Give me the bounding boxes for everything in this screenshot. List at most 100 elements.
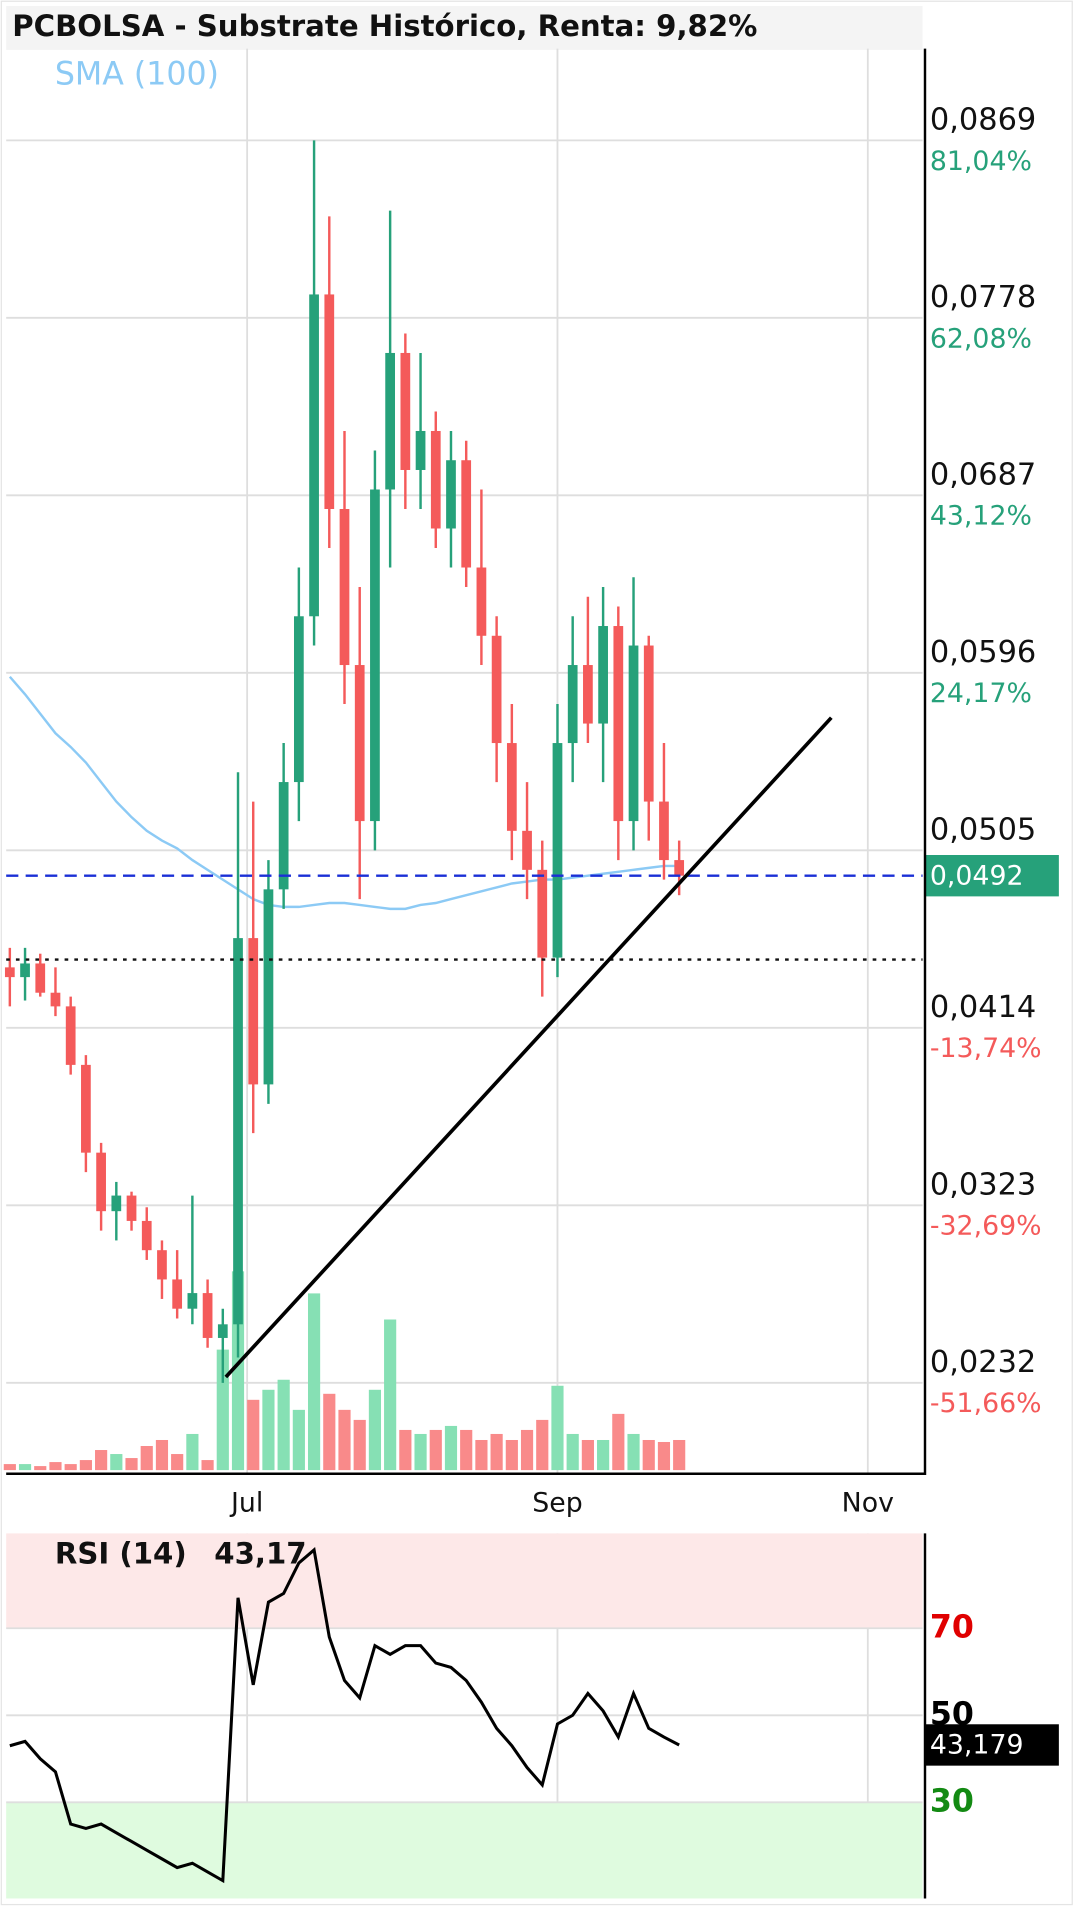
volume-bar xyxy=(429,1429,442,1471)
y-tick-label: 0,0232 xyxy=(930,1345,1036,1380)
y-tick-label: 0,0778 xyxy=(930,280,1036,315)
oversold-zone xyxy=(6,1802,923,1899)
candle-body xyxy=(20,963,30,978)
volume-bar xyxy=(505,1439,518,1471)
volume-bar xyxy=(34,1466,47,1471)
y-tick-label: 30 xyxy=(930,1783,974,1819)
candle-body xyxy=(552,743,563,958)
volume-bar xyxy=(399,1429,412,1471)
volume-bar xyxy=(673,1439,686,1471)
change-label: -13,74% xyxy=(930,1033,1042,1064)
candle-body xyxy=(370,489,380,822)
candle-body xyxy=(491,635,502,744)
y-tick-label: 70 xyxy=(930,1609,974,1645)
volume-bar xyxy=(201,1460,214,1471)
trendline xyxy=(224,716,833,1379)
volume-bar xyxy=(566,1433,579,1471)
y-tick-label: 0,0596 xyxy=(930,635,1036,670)
volume-bar xyxy=(307,1293,321,1471)
candle-body xyxy=(4,967,15,978)
rsi-line xyxy=(9,1547,680,1884)
current-rsi-label: 43,179 xyxy=(930,1730,1024,1761)
candle-body xyxy=(430,430,441,529)
volume-bar xyxy=(18,1464,32,1471)
volume-bar xyxy=(155,1439,169,1471)
volume-bar xyxy=(64,1464,77,1471)
candle-body xyxy=(522,830,532,870)
y-tick-label: 0,0869 xyxy=(930,102,1036,137)
title-bg xyxy=(6,6,923,50)
candle-body xyxy=(217,1324,228,1338)
change-label: 24,17% xyxy=(930,678,1032,709)
candle-body xyxy=(293,616,304,783)
volume-bar xyxy=(247,1399,260,1471)
candle-body xyxy=(598,626,608,724)
x-tick-label: Sep xyxy=(532,1488,582,1519)
volume-bar xyxy=(140,1446,153,1471)
candle-body xyxy=(400,352,411,470)
volume-bar xyxy=(368,1389,382,1471)
rsi-header-value: 43,17 xyxy=(214,1536,306,1570)
candle-body xyxy=(278,782,289,890)
candle-body xyxy=(65,1006,76,1065)
x-tick-label: Jul xyxy=(229,1488,263,1519)
candle-body xyxy=(506,743,517,831)
change-label: 62,08% xyxy=(930,323,1032,354)
volume-bar xyxy=(597,1439,610,1471)
candle-body xyxy=(187,1293,198,1309)
volume-bar xyxy=(490,1433,503,1471)
candle-body xyxy=(50,992,61,1007)
volume-bar xyxy=(110,1454,123,1471)
candle-body xyxy=(446,460,456,529)
volume-bar xyxy=(642,1439,655,1471)
candle-body xyxy=(233,938,243,1325)
candle-body xyxy=(354,665,365,822)
legend-entry: SMA (100) xyxy=(55,56,219,92)
candle-body xyxy=(157,1250,167,1280)
current-price-box xyxy=(924,855,1059,897)
candle-body xyxy=(583,665,593,724)
current-price-label: 0,0492 xyxy=(930,860,1024,891)
candle-body xyxy=(263,889,274,1085)
volume-bar xyxy=(414,1433,427,1471)
volume-bar xyxy=(95,1450,108,1471)
volume-bar xyxy=(536,1419,549,1471)
current-rsi-box xyxy=(924,1724,1059,1766)
volume-bar xyxy=(520,1429,534,1471)
volume-bar xyxy=(125,1458,138,1471)
candle-body xyxy=(643,645,654,802)
volume-bar xyxy=(323,1393,336,1471)
candle-body xyxy=(385,352,396,490)
volume-bar xyxy=(612,1413,625,1471)
volume-bar xyxy=(171,1454,184,1471)
candle-body xyxy=(111,1195,122,1212)
y-tick-label: 0,0414 xyxy=(930,990,1036,1025)
candle-body xyxy=(35,963,46,993)
rsi-title: RSI (14) xyxy=(55,1536,187,1570)
candle-body xyxy=(567,665,578,744)
volume-bar xyxy=(292,1409,305,1471)
candle-body xyxy=(309,294,319,617)
volume-bar xyxy=(627,1433,640,1471)
volume-bar xyxy=(657,1441,671,1471)
candle-body xyxy=(537,869,548,958)
volume-bar xyxy=(338,1409,351,1471)
change-label: 81,04% xyxy=(930,146,1032,177)
candle-body xyxy=(248,938,259,1085)
change-label: -51,66% xyxy=(930,1388,1042,1419)
volume-bar xyxy=(551,1385,564,1471)
candle-body xyxy=(126,1195,137,1221)
candle-body xyxy=(202,1293,213,1338)
candle-body xyxy=(415,430,426,470)
volume-bar xyxy=(3,1464,16,1471)
candle-body xyxy=(628,645,639,822)
y-tick-label: 0,0323 xyxy=(930,1167,1036,1202)
candle-body xyxy=(461,460,472,568)
volume-bar xyxy=(216,1349,229,1471)
change-label: -32,69% xyxy=(930,1211,1042,1242)
volume-bar xyxy=(353,1419,366,1471)
candle-body xyxy=(674,860,685,876)
candle-body xyxy=(339,508,350,666)
candle-body xyxy=(81,1064,91,1153)
